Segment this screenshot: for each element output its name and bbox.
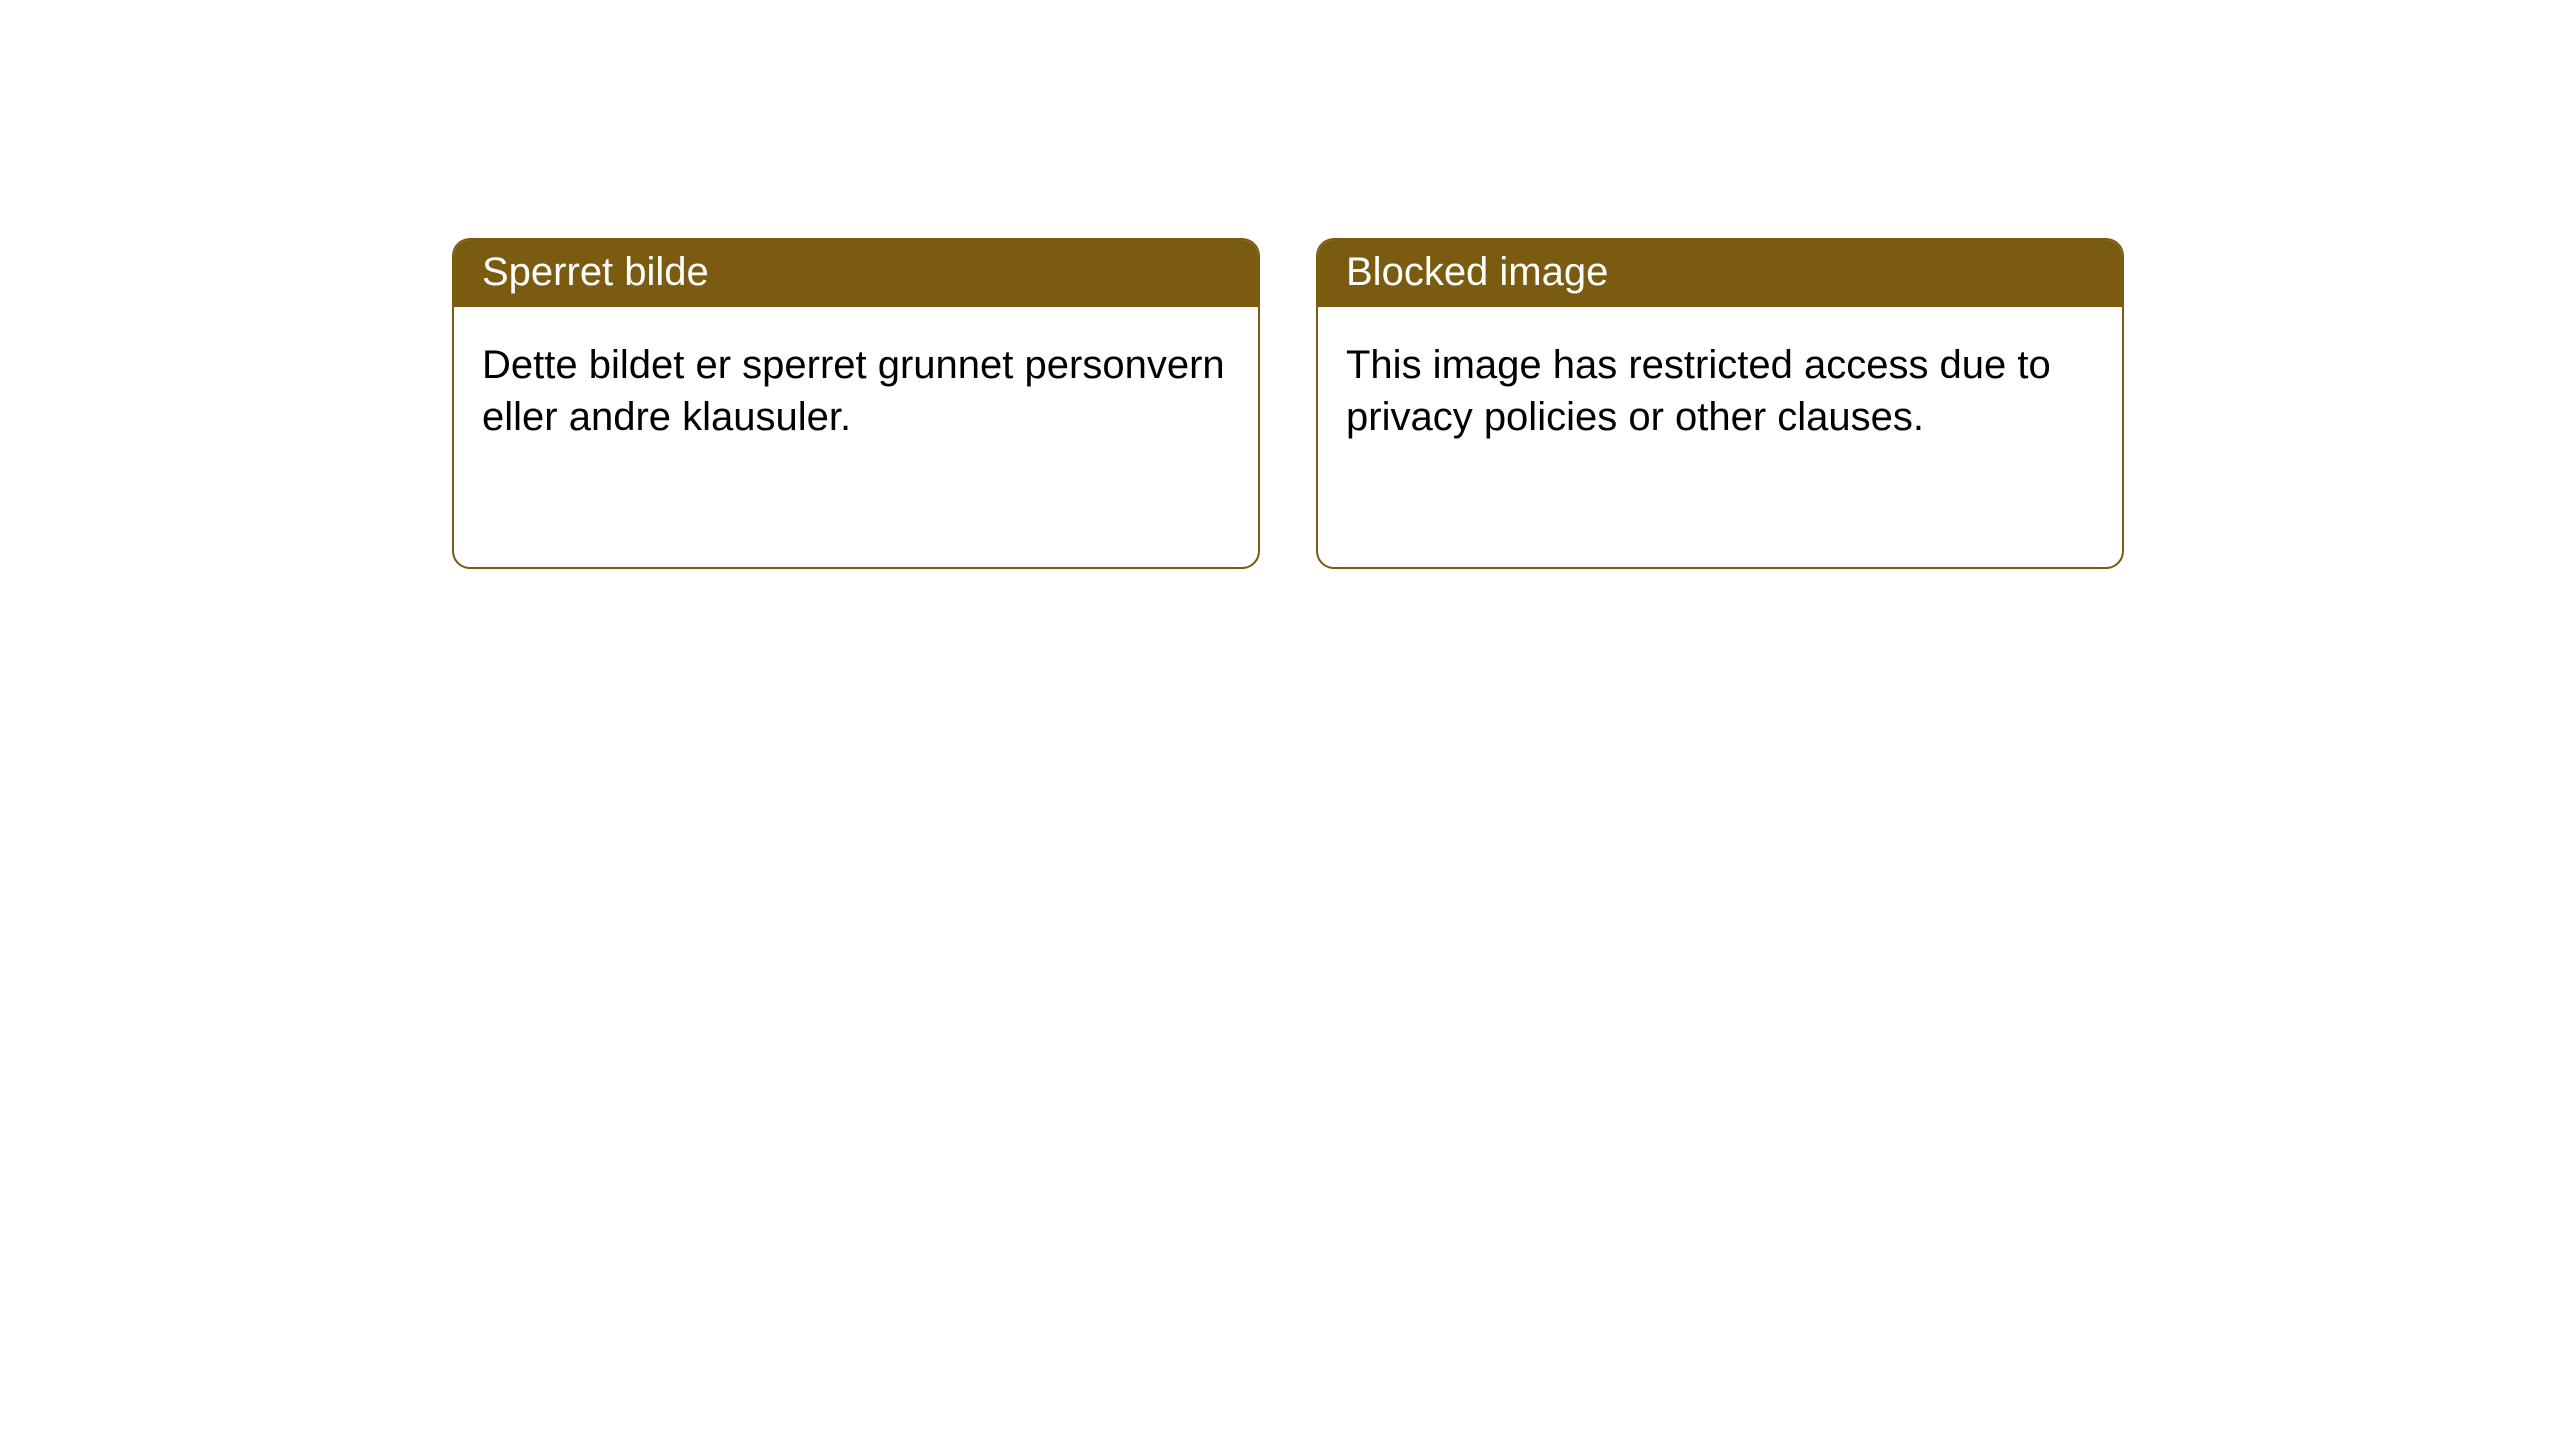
notice-title-english: Blocked image	[1318, 240, 2122, 307]
notice-card-norwegian: Sperret bilde Dette bildet er sperret gr…	[452, 238, 1260, 569]
notice-title-norwegian: Sperret bilde	[454, 240, 1258, 307]
notice-card-english: Blocked image This image has restricted …	[1316, 238, 2124, 569]
notice-body-english: This image has restricted access due to …	[1318, 307, 2122, 567]
notice-container: Sperret bilde Dette bildet er sperret gr…	[0, 0, 2560, 569]
notice-body-norwegian: Dette bildet er sperret grunnet personve…	[454, 307, 1258, 567]
